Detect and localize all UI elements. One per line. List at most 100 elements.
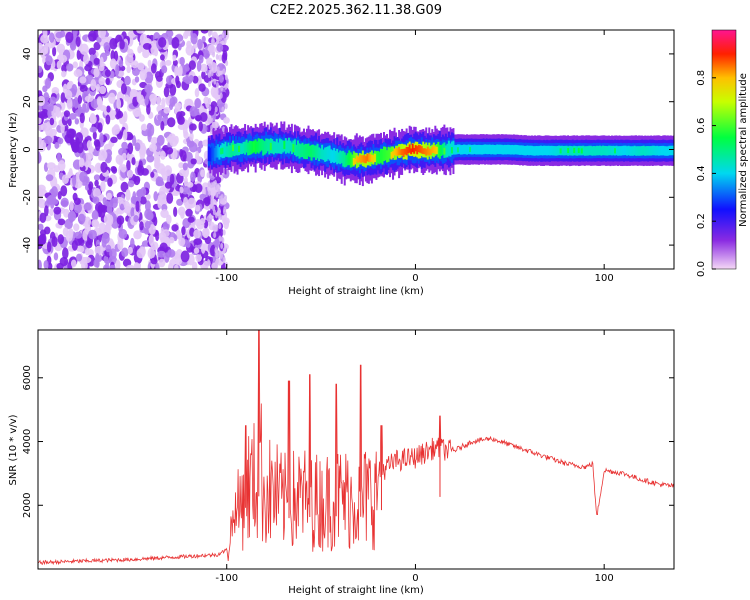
noise-speck <box>157 197 163 209</box>
spectrogram-y-tick-label: 0 <box>22 146 33 152</box>
noise-speck <box>159 186 166 198</box>
noise-speck <box>164 181 173 189</box>
noise-speck <box>200 243 206 254</box>
track-cell <box>662 145 665 156</box>
noise-speck <box>133 175 141 186</box>
track-cell <box>366 153 369 162</box>
track-cell <box>361 155 364 163</box>
noise-speck <box>206 172 210 179</box>
track-cell <box>553 146 556 156</box>
noise-speck <box>89 114 97 125</box>
noise-speck <box>149 93 158 104</box>
track-cell <box>588 145 591 156</box>
noise-speck <box>65 31 74 44</box>
track-cell <box>253 140 256 153</box>
track-cell <box>398 146 401 156</box>
track-cell <box>479 144 482 155</box>
noise-speck <box>98 77 106 86</box>
track-cell <box>437 141 440 158</box>
track-cell <box>405 146 408 156</box>
noise-speck <box>53 252 59 261</box>
track-cell <box>636 146 639 156</box>
noise-speck <box>198 83 206 92</box>
track-cell <box>497 144 500 155</box>
track-cell <box>517 145 520 155</box>
noise-speck <box>213 179 217 186</box>
track-cell <box>536 146 539 156</box>
snr-x-tick-label: -100 <box>215 573 238 584</box>
noise-speck <box>79 76 87 84</box>
track-cell <box>645 146 648 156</box>
track-cell <box>293 139 296 156</box>
noise-speck <box>189 131 194 142</box>
noise-speck <box>125 264 135 269</box>
track-cell <box>490 144 493 155</box>
noise-speck <box>67 211 77 222</box>
spectrogram-y-tick-label: 20 <box>22 95 33 108</box>
noise-speck <box>160 120 165 131</box>
track-cell <box>444 145 447 158</box>
noise-speck <box>198 121 203 132</box>
noise-speck <box>206 259 210 266</box>
noise-speck <box>190 171 196 182</box>
track-cell <box>290 142 293 155</box>
noise-speck <box>115 63 120 76</box>
track-cell <box>319 148 322 160</box>
noise-speck <box>148 224 156 235</box>
noise-speck <box>180 250 190 263</box>
noise-speck <box>83 202 92 211</box>
noise-speck <box>153 191 158 202</box>
noise-speck <box>194 88 200 98</box>
noise-speck <box>38 259 42 269</box>
track-cell <box>425 148 428 156</box>
track-cell <box>472 144 475 155</box>
track-cell <box>598 145 601 156</box>
noise-speck <box>184 119 189 130</box>
noise-speck <box>76 49 81 61</box>
noise-speck <box>153 216 158 227</box>
track-cell <box>562 145 565 156</box>
noise-speck <box>68 168 73 178</box>
track-cell <box>533 146 536 156</box>
track-cell <box>327 146 330 160</box>
track-cell <box>295 144 298 157</box>
noise-speck <box>117 70 125 78</box>
snr-y-tick-label: 2000 <box>22 493 33 518</box>
noise-speck <box>75 36 81 47</box>
track-cell <box>281 140 284 153</box>
track-cell <box>618 146 621 156</box>
track-cell <box>260 138 263 151</box>
noise-speck <box>137 45 143 54</box>
noise-speck <box>51 87 60 95</box>
noise-speck <box>38 233 46 246</box>
track-cell <box>387 146 390 162</box>
noise-speck <box>158 37 167 48</box>
track-cell <box>543 145 546 156</box>
track-cell <box>434 146 437 154</box>
noise-speck <box>189 123 197 131</box>
noise-speck <box>90 79 97 91</box>
track-cell <box>414 145 417 152</box>
noise-speck <box>193 107 198 116</box>
track-cell <box>328 145 331 161</box>
noise-speck <box>73 197 81 206</box>
track-cell <box>541 145 544 156</box>
noise-speck <box>46 241 52 253</box>
track-cell <box>502 145 505 155</box>
noise-speck <box>92 187 101 199</box>
noise-speck <box>187 216 195 223</box>
track-cell <box>215 145 218 158</box>
noise-speck <box>61 174 69 185</box>
noise-speck <box>215 212 219 219</box>
noise-speck <box>224 194 228 201</box>
noise-speck <box>200 30 209 34</box>
noise-speck <box>62 247 69 260</box>
noise-speck <box>172 59 178 66</box>
track-cell <box>491 144 494 155</box>
track-cell <box>423 148 426 155</box>
noise-speck <box>224 83 228 90</box>
noise-speck <box>88 47 96 56</box>
noise-speck <box>188 141 198 153</box>
noise-speck <box>109 38 118 50</box>
noise-speck <box>130 207 135 218</box>
